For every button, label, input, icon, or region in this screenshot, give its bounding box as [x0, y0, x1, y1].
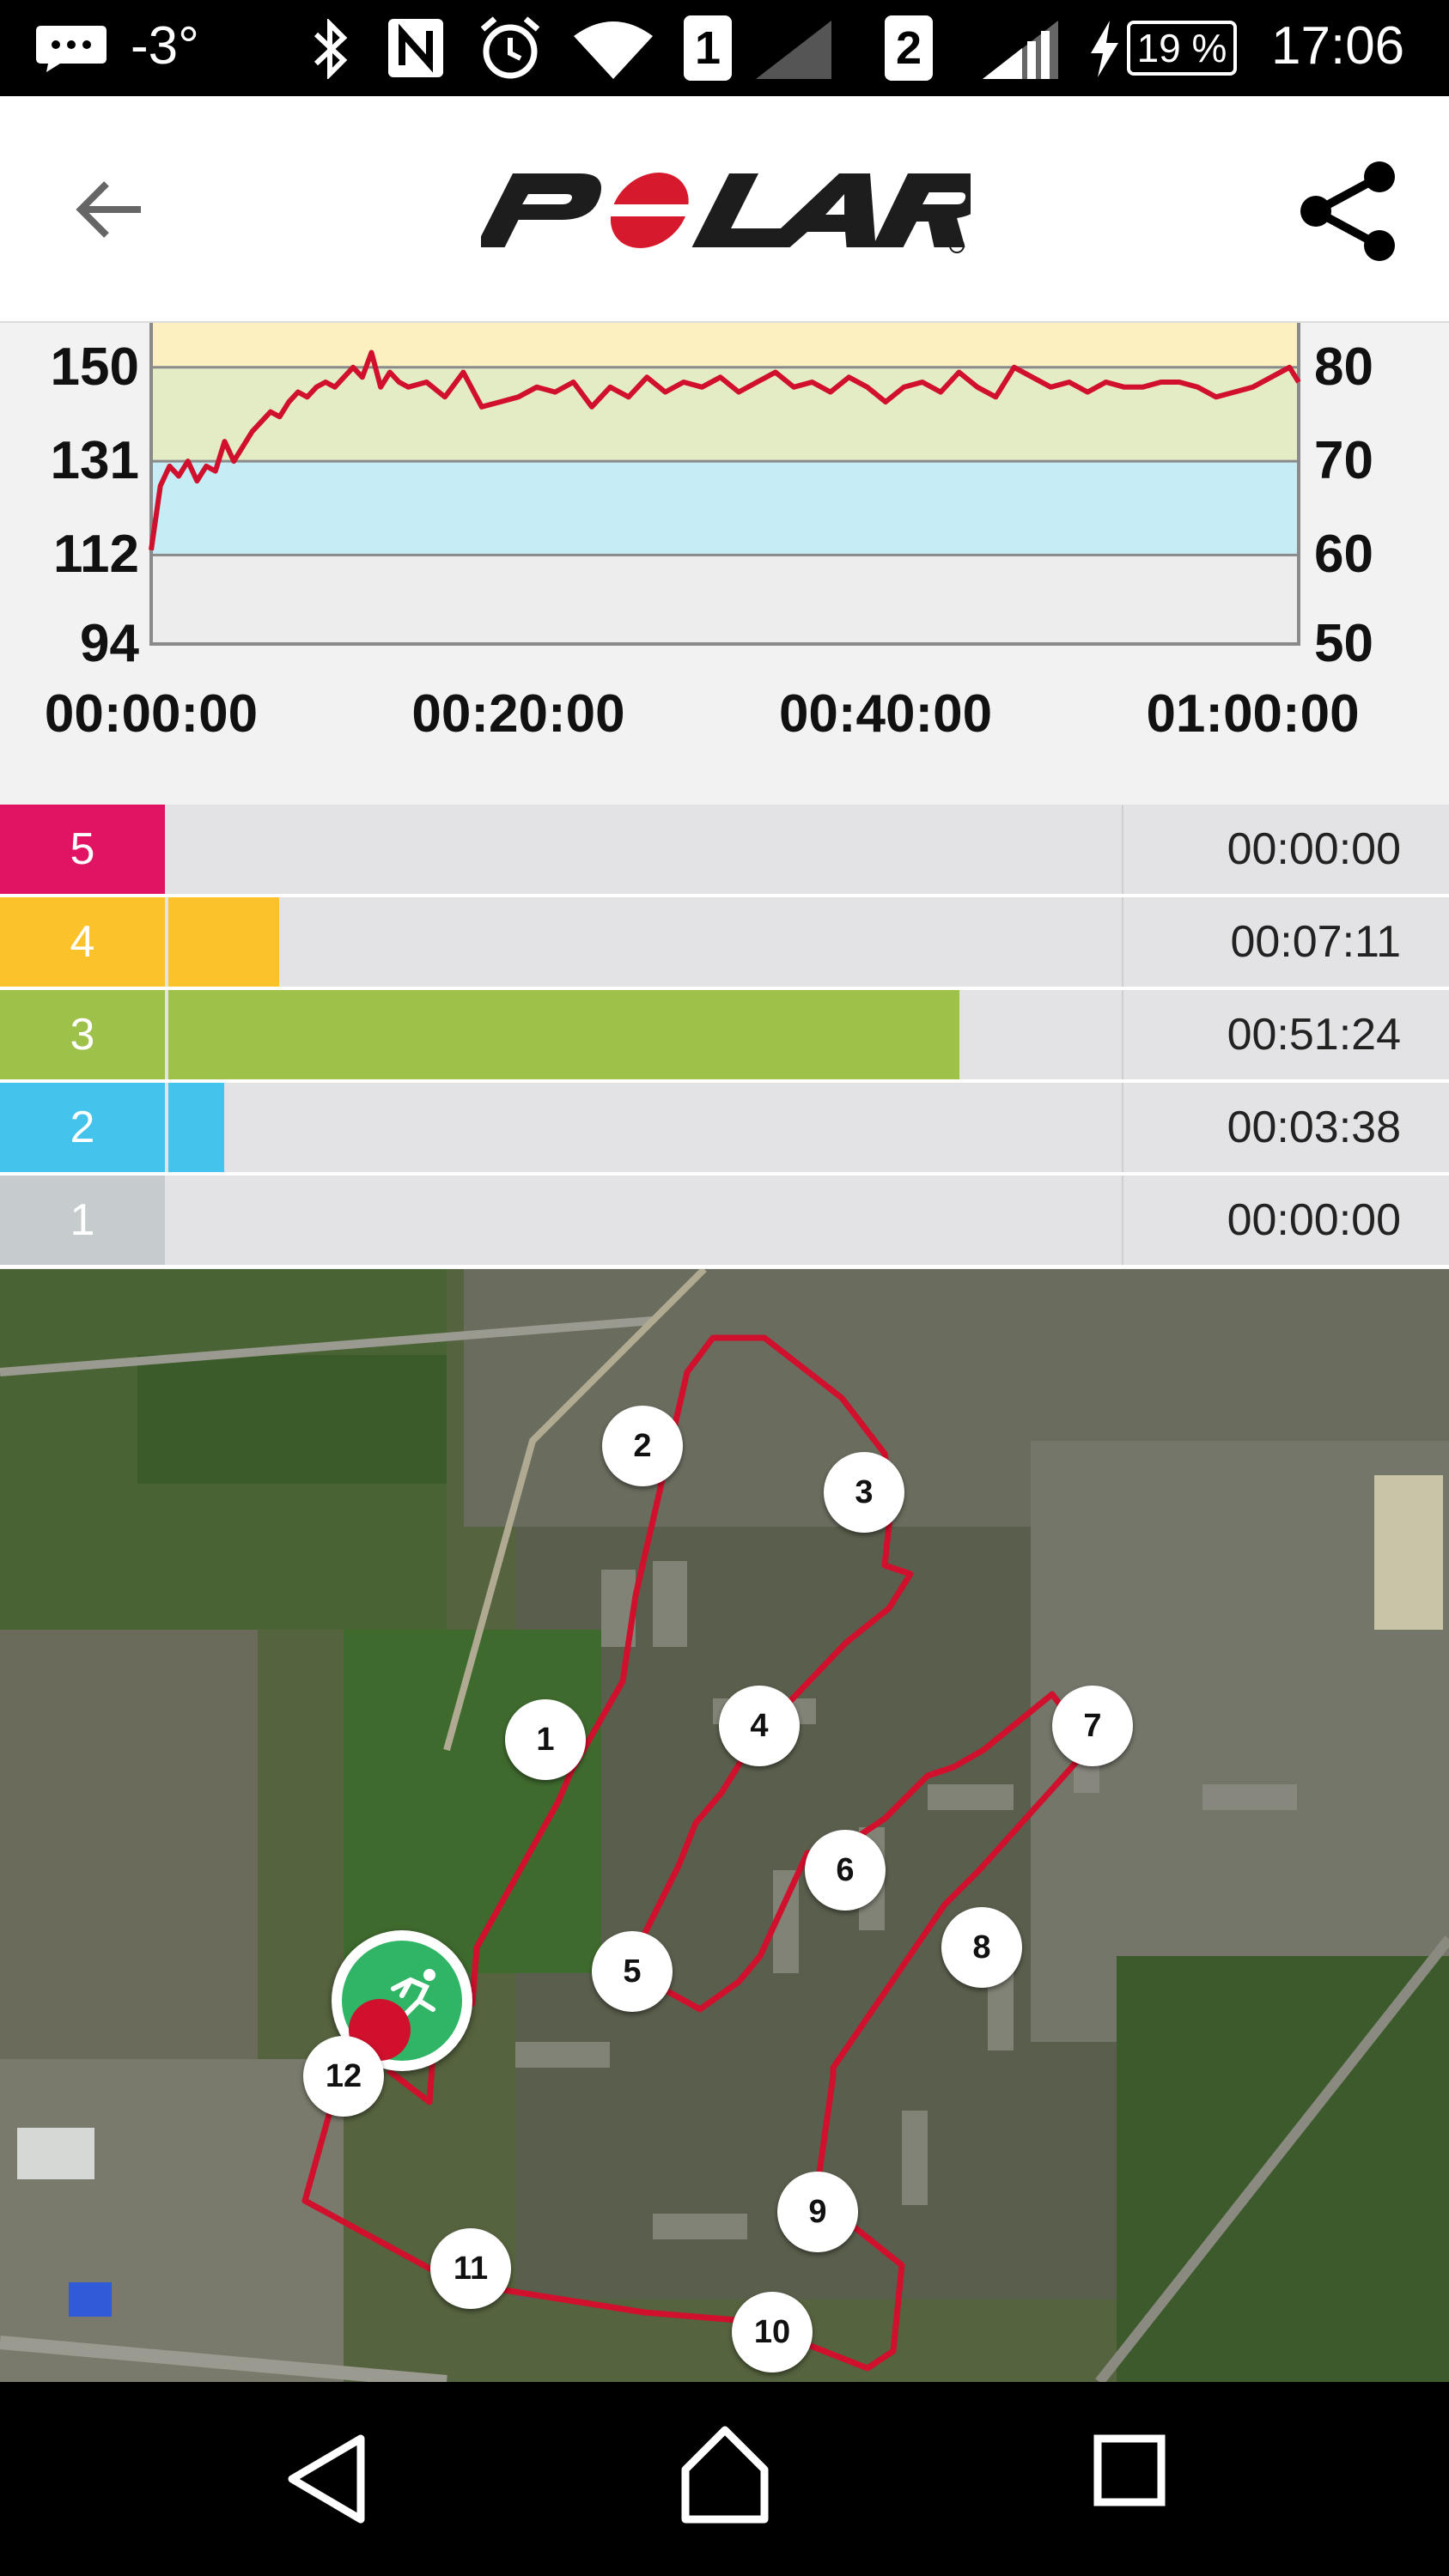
y-right-tick-label: 80 — [1314, 337, 1373, 397]
heart-rate-chart: 150 131 112 94 80 70 60 50 00:00:00 00:20:00 00:40… — [0, 323, 1449, 804]
status-bar: -3° 1 2 19 % 17:06 — [0, 0, 1449, 96]
nav-back-icon — [288, 2434, 365, 2524]
x-tick-label: 00:00:00 — [44, 684, 259, 744]
zone-time: 00:03:38 — [1227, 1103, 1401, 1152]
share-button[interactable] — [1297, 158, 1403, 264]
satellite-map-background — [0, 1269, 1449, 2382]
heart-rate-plot — [149, 323, 1301, 646]
zone-number: 4 — [0, 897, 165, 987]
zone-number: 5 — [0, 805, 165, 894]
zone-band-2 — [151, 461, 1299, 556]
temperature: -3° — [131, 16, 199, 76]
y-left-tick-label: 150 — [50, 337, 139, 397]
zone-row-3: 3 00:51:24 — [0, 990, 1449, 1079]
lap-marker-12[interactable]: 12 — [303, 2036, 384, 2117]
clock: 17:06 — [1271, 16, 1405, 76]
lap-marker-3[interactable]: 3 — [824, 1452, 904, 1533]
zone-divider — [1122, 897, 1123, 987]
zone-row-2: 2 00:03:38 — [0, 1083, 1449, 1172]
zone-number: 2 — [0, 1083, 165, 1172]
app-bar — [0, 96, 1449, 323]
x-tick-label: 00:40:00 — [778, 684, 993, 744]
wifi-icon — [572, 17, 654, 87]
nav-back-button[interactable] — [283, 2432, 369, 2526]
y-right-tick-label: 60 — [1314, 525, 1373, 585]
zone-bar — [168, 897, 279, 987]
lap-marker-6[interactable]: 6 — [805, 1830, 886, 1911]
nav-home-button[interactable] — [679, 2423, 771, 2526]
zone-number: 3 — [0, 990, 165, 1079]
zone-time: 00:07:11 — [1230, 917, 1401, 967]
x-tick-label: 01:00:00 — [1146, 684, 1360, 744]
plot-frame — [149, 323, 1300, 646]
lap-marker-10[interactable]: 10 — [732, 2292, 813, 2372]
zone-divider — [1122, 1083, 1123, 1172]
lap-marker-7[interactable]: 7 — [1052, 1686, 1133, 1766]
sim1-label: 1 — [694, 22, 721, 74]
battery-icon: 19 % — [1127, 21, 1237, 76]
zone-bar — [168, 1083, 225, 1172]
zone-row-5: 5 00:00:00 — [0, 805, 1449, 894]
share-icon — [1300, 161, 1395, 261]
lap-marker-8[interactable]: 8 — [941, 1907, 1022, 1988]
y-right-tick-label: 50 — [1314, 614, 1373, 673]
nav-recents-button[interactable] — [1093, 2433, 1166, 2507]
signal1-icon — [752, 17, 835, 87]
nav-home-icon — [681, 2426, 769, 2524]
lap-marker-9[interactable]: 9 — [777, 2172, 858, 2252]
zone-number: 1 — [0, 1176, 165, 1265]
y-left-tick-label: 94 — [80, 614, 139, 673]
sim2-label: 2 — [895, 22, 922, 74]
zone-divider — [1122, 805, 1123, 894]
arrow-left-icon — [76, 181, 141, 238]
y-left-tick-label: 112 — [52, 525, 139, 585]
running-person-icon — [391, 1969, 435, 2019]
zone-divider — [1122, 990, 1123, 1079]
route-map[interactable]: 1 2 3 4 5 6 7 8 9 10 11 12 — [0, 1269, 1449, 2382]
lap-marker-5[interactable]: 5 — [592, 1931, 673, 2012]
lap-marker-4[interactable]: 4 — [719, 1686, 800, 1766]
sim2-badge: 2 — [885, 15, 933, 81]
zone-row-1: 1 00:00:00 — [0, 1176, 1449, 1265]
y-left-tick-label: 131 — [50, 431, 139, 491]
zone-time: 00:00:00 — [1227, 824, 1401, 874]
bluetooth-icon — [311, 17, 352, 83]
charging-icon — [1087, 19, 1122, 83]
lap-marker-2[interactable]: 2 — [602, 1406, 683, 1486]
sim1-badge: 1 — [684, 15, 732, 81]
zone-divider — [1122, 1176, 1123, 1265]
zone-time: 00:51:24 — [1227, 1010, 1401, 1060]
lap-marker-1[interactable]: 1 — [505, 1699, 586, 1780]
navigation-bar — [0, 2382, 1449, 2576]
y-right-tick-label: 70 — [1314, 431, 1373, 491]
lap-marker-11[interactable]: 11 — [430, 2228, 511, 2309]
polar-logo — [475, 163, 991, 258]
zone-band-1 — [151, 555, 1299, 644]
heart-rate-line — [149, 349, 1301, 551]
zone-bar — [168, 990, 960, 1079]
nfc-icon — [385, 15, 447, 85]
alarm-icon — [478, 14, 543, 87]
heart-rate-zones: 5 00:00:00 4 00:07:11 3 00:51:24 2 00:03:38 1 00:… — [0, 805, 1449, 1268]
messages-icon — [34, 22, 108, 74]
back-button[interactable] — [69, 168, 151, 251]
zone-time: 00:00:00 — [1227, 1195, 1401, 1245]
battery-percent: 19 % — [1136, 26, 1227, 70]
signal2-icon — [979, 17, 1062, 87]
zone-band-4 — [151, 323, 1299, 368]
nav-recents-icon — [1093, 2434, 1166, 2506]
zone-row-4: 4 00:07:11 — [0, 897, 1449, 987]
x-tick-label: 00:20:00 — [411, 684, 625, 744]
